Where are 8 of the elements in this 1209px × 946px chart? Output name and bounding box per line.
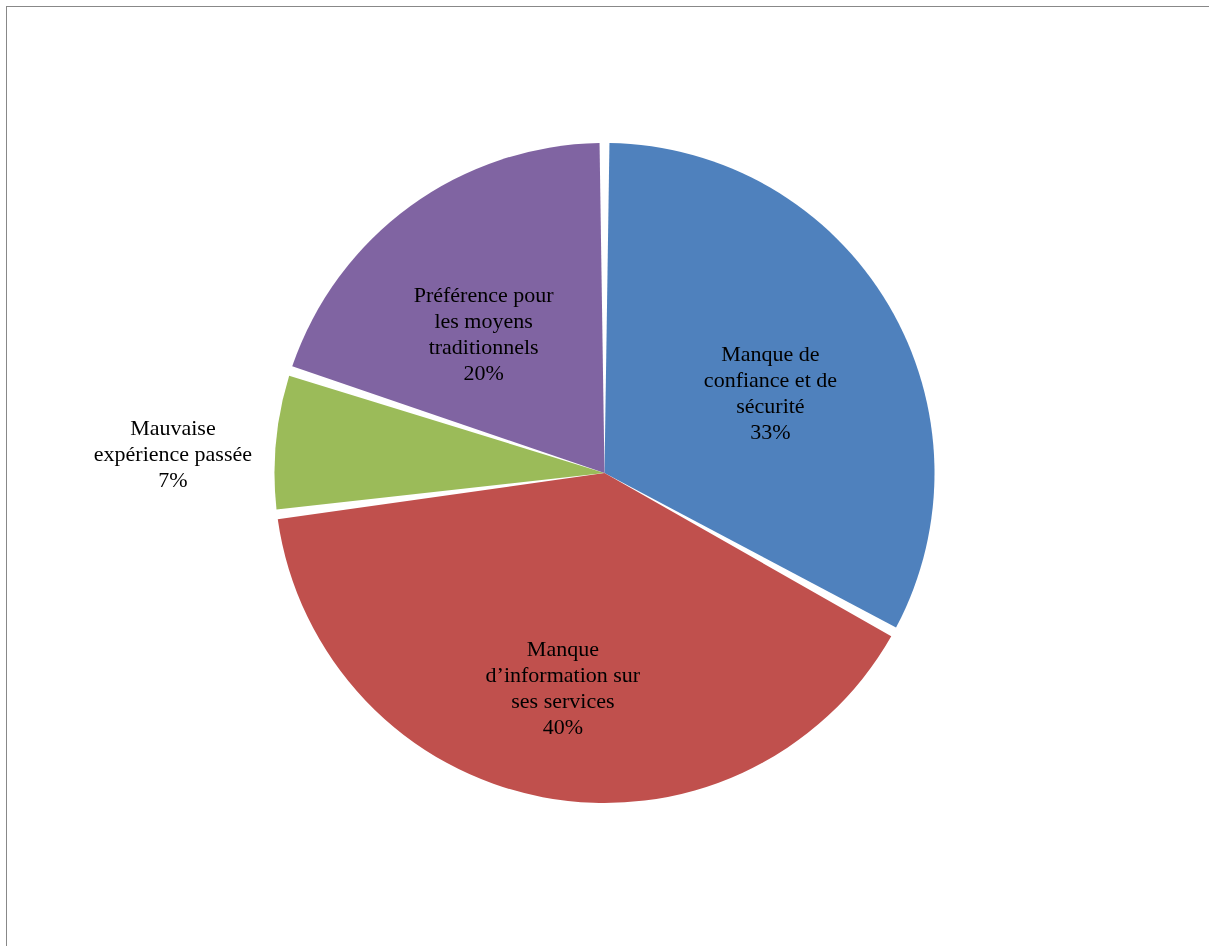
data-label: 20% (463, 359, 504, 385)
slice-label: Manque d’information sur ses services (485, 636, 641, 714)
data-label: 40% (542, 714, 584, 740)
slice-label: Préférence pour les moyens traditionnels (413, 281, 555, 359)
data-label: 7% (158, 466, 188, 492)
slice-label: Manque de confiance et de sécurité (703, 341, 837, 419)
data-label: 33% (750, 419, 791, 445)
slice-label: Mauvaise expérience passée (93, 414, 252, 466)
